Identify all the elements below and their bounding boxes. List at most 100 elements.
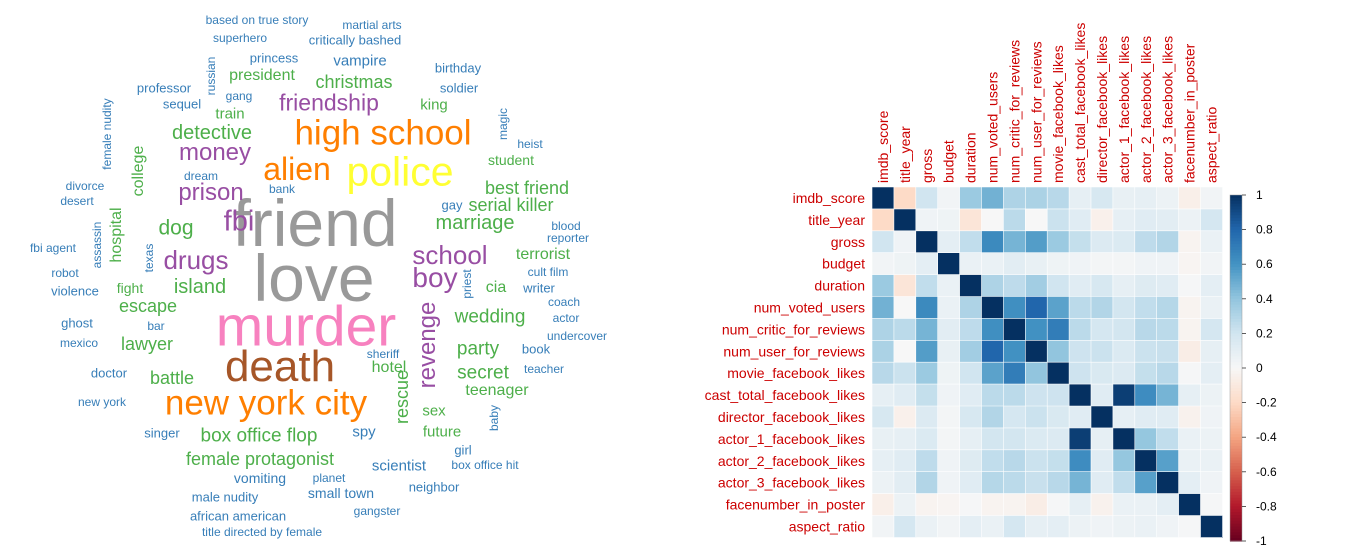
word-college: college bbox=[130, 145, 147, 197]
word-ghost: ghost bbox=[61, 315, 93, 331]
heatmap-cell-director_facebook_likes-aspect_ratio bbox=[1200, 406, 1223, 429]
heatmap-cell-num_voted_users-imdb_score bbox=[872, 296, 895, 319]
heatmap-cell-title_year-imdb_score bbox=[872, 208, 895, 232]
heatmap-cell-cast_total_facebook_likes-num_critic_for_reviews bbox=[1003, 384, 1026, 407]
colorbar-segment bbox=[1230, 434, 1242, 438]
heatmap-cell-gross-num_critic_for_reviews bbox=[1003, 230, 1026, 254]
colorbar-segment bbox=[1230, 215, 1242, 219]
heatmap-cells bbox=[871, 186, 1223, 538]
colorbar-segment bbox=[1230, 422, 1242, 427]
heatmap-cell-budget-duration bbox=[959, 252, 982, 275]
heatmap-cell-duration-num_critic_for_reviews bbox=[1003, 274, 1026, 297]
word-fight: fight bbox=[116, 280, 144, 296]
heatmap-cell-director_facebook_likes-num_critic_for_reviews bbox=[1003, 406, 1026, 429]
heatmap-cell-gross-aspect_ratio bbox=[1200, 230, 1223, 254]
row-label-title_year: title_year bbox=[808, 212, 865, 228]
word-love: love bbox=[253, 241, 375, 315]
heatmap-cell-aspect_ratio-facenumber_in_poster bbox=[1178, 515, 1201, 538]
colorbar-segment bbox=[1230, 391, 1242, 395]
colorbar-segment bbox=[1230, 471, 1242, 476]
column-label-director_facebook_likes: director_facebook_likes bbox=[1094, 36, 1110, 183]
heatmap-cell-title_year-cast_total_facebook_likes bbox=[1069, 208, 1092, 232]
word-scientist: scientist bbox=[371, 457, 427, 475]
colorbar-segment bbox=[1230, 520, 1242, 525]
word-female-protagonist: female protagonist bbox=[185, 449, 335, 469]
heatmap-cell-movie_facebook_likes-actor_3_facebook_likes bbox=[1156, 362, 1179, 385]
colorbar-segment bbox=[1230, 463, 1242, 467]
heatmap-cell-gross-actor_2_facebook_likes bbox=[1134, 230, 1158, 254]
colorbar-segment bbox=[1230, 489, 1242, 493]
heatmap-cell-budget-imdb_score bbox=[872, 252, 895, 275]
colorbar-segment bbox=[1230, 385, 1242, 389]
word-sequel: sequel bbox=[162, 96, 202, 112]
heatmap-cell-gross-budget bbox=[937, 230, 960, 254]
word-cult-film: cult film bbox=[527, 265, 569, 279]
heatmap-cell-num_critic_for_reviews-num_user_for_reviews bbox=[1025, 318, 1048, 341]
heatmap-cell-budget-title_year bbox=[893, 252, 917, 275]
heatmap-cell-facenumber_in_poster-actor_1_facebook_likes bbox=[1112, 493, 1136, 516]
word-magic: magic bbox=[496, 107, 510, 141]
heatmap-cell-movie_facebook_likes-movie_facebook_likes bbox=[1047, 362, 1070, 385]
word-prison: prison bbox=[178, 179, 244, 206]
row-label-aspect_ratio: aspect_ratio bbox=[789, 518, 865, 534]
word-hospital: hospital bbox=[108, 207, 125, 263]
word-wedding: wedding bbox=[454, 306, 526, 328]
row-label-actor_2_facebook_likes: actor_2_facebook_likes bbox=[718, 453, 865, 469]
colorbar-tick-label: 1 bbox=[1256, 188, 1263, 202]
heatmap-cell-movie_facebook_likes-title_year bbox=[893, 362, 917, 385]
heatmap-cell-num_user_for_reviews-gross bbox=[915, 340, 939, 363]
heatmap-cell-budget-num_user_for_reviews bbox=[1025, 252, 1048, 275]
colorbar-segment bbox=[1230, 313, 1242, 317]
word-death: death bbox=[224, 342, 336, 391]
heatmap-cell-director_facebook_likes-cast_total_facebook_likes bbox=[1069, 406, 1092, 429]
column-label-gross: gross bbox=[919, 149, 935, 183]
heatmap-cell-actor_1_facebook_likes-aspect_ratio bbox=[1200, 427, 1223, 451]
heatmap-cell-num_critic_for_reviews-movie_facebook_likes bbox=[1047, 318, 1070, 341]
word-russian: russian bbox=[204, 56, 218, 96]
heatmap-cell-actor_1_facebook_likes-num_critic_for_reviews bbox=[1003, 427, 1026, 451]
heatmap-cell-movie_facebook_likes-budget bbox=[937, 362, 960, 385]
colorbar-segment bbox=[1230, 321, 1242, 326]
colorbar-segment bbox=[1230, 517, 1242, 522]
heatmap-cell-actor_3_facebook_likes-actor_3_facebook_likes bbox=[1156, 471, 1179, 494]
heatmap-cell-aspect_ratio-director_facebook_likes bbox=[1091, 515, 1114, 538]
row-label-cast_total_facebook_likes: cast_total_facebook_likes bbox=[705, 387, 865, 403]
heatmap-cell-num_critic_for_reviews-cast_total_facebook_likes bbox=[1069, 318, 1092, 341]
colorbar-segment bbox=[1230, 252, 1242, 257]
colorbar-segment bbox=[1230, 477, 1242, 482]
heatmap-cell-imdb_score-director_facebook_likes bbox=[1091, 187, 1114, 210]
heatmap-cell-title_year-gross bbox=[915, 208, 939, 232]
colorbar-segment bbox=[1230, 497, 1242, 502]
heatmap-cell-actor_2_facebook_likes-movie_facebook_likes bbox=[1047, 449, 1070, 473]
colorbar-segment bbox=[1230, 408, 1242, 412]
colorbar-segment bbox=[1230, 267, 1242, 271]
colorbar-tick-label: -1 bbox=[1256, 534, 1267, 547]
column-label-title_year: title_year bbox=[897, 126, 913, 183]
heatmap-cell-duration-num_voted_users bbox=[981, 274, 1004, 297]
heatmap-cell-director_facebook_likes-num_voted_users bbox=[981, 406, 1004, 429]
heatmap-cell-num_user_for_reviews-cast_total_facebook_likes bbox=[1069, 340, 1092, 363]
word-bank: bank bbox=[268, 182, 296, 196]
heatmap-cell-imdb_score-actor_3_facebook_likes bbox=[1156, 187, 1179, 210]
word-soldier: soldier bbox=[439, 80, 479, 96]
heatmap-cell-title_year-duration bbox=[959, 208, 982, 232]
heatmap-cell-cast_total_facebook_likes-director_facebook_likes bbox=[1091, 384, 1114, 407]
heatmap-cell-budget-actor_2_facebook_likes bbox=[1134, 252, 1158, 275]
colorbar-segment bbox=[1230, 209, 1242, 213]
heatmap-cell-cast_total_facebook_likes-actor_2_facebook_likes bbox=[1134, 384, 1158, 407]
heatmap-cell-num_voted_users-actor_2_facebook_likes bbox=[1134, 296, 1158, 319]
colorbar-segment bbox=[1230, 373, 1242, 378]
word-heist: heist bbox=[517, 137, 543, 151]
heatmap-cell-title_year-director_facebook_likes bbox=[1091, 208, 1114, 232]
heatmap-cell-actor_3_facebook_likes-imdb_score bbox=[872, 471, 895, 494]
colorbar-segment bbox=[1230, 405, 1242, 409]
heatmap-cell-budget-facenumber_in_poster bbox=[1178, 252, 1201, 275]
heatmap-cell-title_year-budget bbox=[937, 208, 960, 232]
column-label-imdb_score: imdb_score bbox=[875, 110, 891, 183]
heatmap-cell-duration-actor_1_facebook_likes bbox=[1112, 274, 1136, 297]
column-label-movie_facebook_likes: movie_facebook_likes bbox=[1050, 45, 1066, 183]
colorbar-segment bbox=[1230, 419, 1242, 424]
colorbar-segment bbox=[1230, 448, 1242, 453]
heatmap-cell-title_year-num_voted_users bbox=[981, 208, 1004, 232]
colorbar-segment bbox=[1230, 399, 1242, 404]
